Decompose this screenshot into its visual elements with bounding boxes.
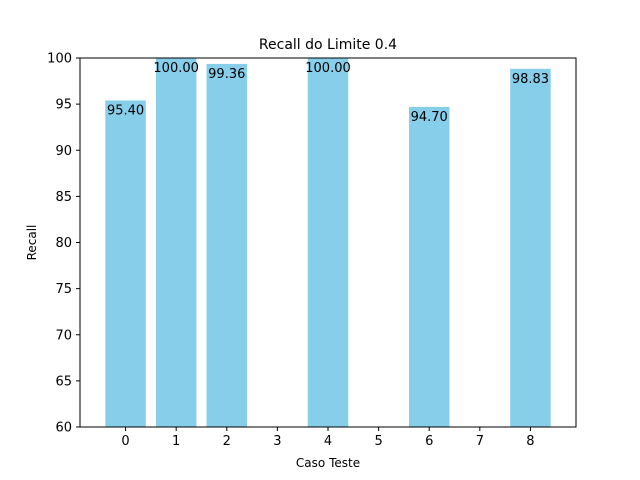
y-tick-label: 90 <box>55 144 72 159</box>
bar-6 <box>408 106 450 427</box>
data-labels-group: 95.40 100.00 99.36 100.00 94.70 98.83 <box>107 61 549 125</box>
y-tick-label: 95 <box>55 98 72 113</box>
y-tick-label: 80 <box>55 236 72 251</box>
y-tick-label: 85 <box>55 190 72 205</box>
data-label-2: 99.36 <box>208 67 245 82</box>
x-tick-label: 0 <box>121 434 129 449</box>
x-tick-label: 6 <box>425 434 433 449</box>
y-tick-label: 70 <box>55 328 72 343</box>
bar-4 <box>307 58 349 427</box>
bar-0 <box>105 100 146 427</box>
data-label-0: 95.40 <box>107 103 144 118</box>
y-tick-label: 65 <box>55 374 72 389</box>
y-tick-label: 60 <box>55 421 72 436</box>
x-tick-label: 5 <box>374 434 382 449</box>
x-tick-label: 7 <box>476 434 484 449</box>
data-label-8: 98.83 <box>512 72 549 87</box>
x-tick-label: 1 <box>172 434 180 449</box>
data-label-6: 94.70 <box>411 110 448 125</box>
chart-title: Recall do Limite 0.4 <box>259 37 397 53</box>
y-axis-ticks: 60 65 70 75 80 85 90 95 100 <box>47 52 80 436</box>
x-tick-label: 8 <box>526 434 534 449</box>
data-label-4: 100.00 <box>305 61 351 76</box>
y-tick-label: 100 <box>47 52 72 67</box>
y-tick-label: 75 <box>55 282 72 297</box>
x-axis-ticks: 0 1 2 3 4 5 6 7 8 <box>121 427 535 449</box>
bar-1 <box>155 58 197 427</box>
x-tick-label: 4 <box>324 434 332 449</box>
x-tick-label: 2 <box>223 434 231 449</box>
bar-2 <box>206 63 248 428</box>
data-label-1: 100.00 <box>153 61 199 76</box>
y-axis-label: Recall <box>25 225 39 261</box>
x-axis-label: Caso Teste <box>296 456 360 470</box>
x-tick-label: 3 <box>273 434 281 449</box>
bar-8 <box>510 68 551 428</box>
bars-group <box>105 58 551 428</box>
